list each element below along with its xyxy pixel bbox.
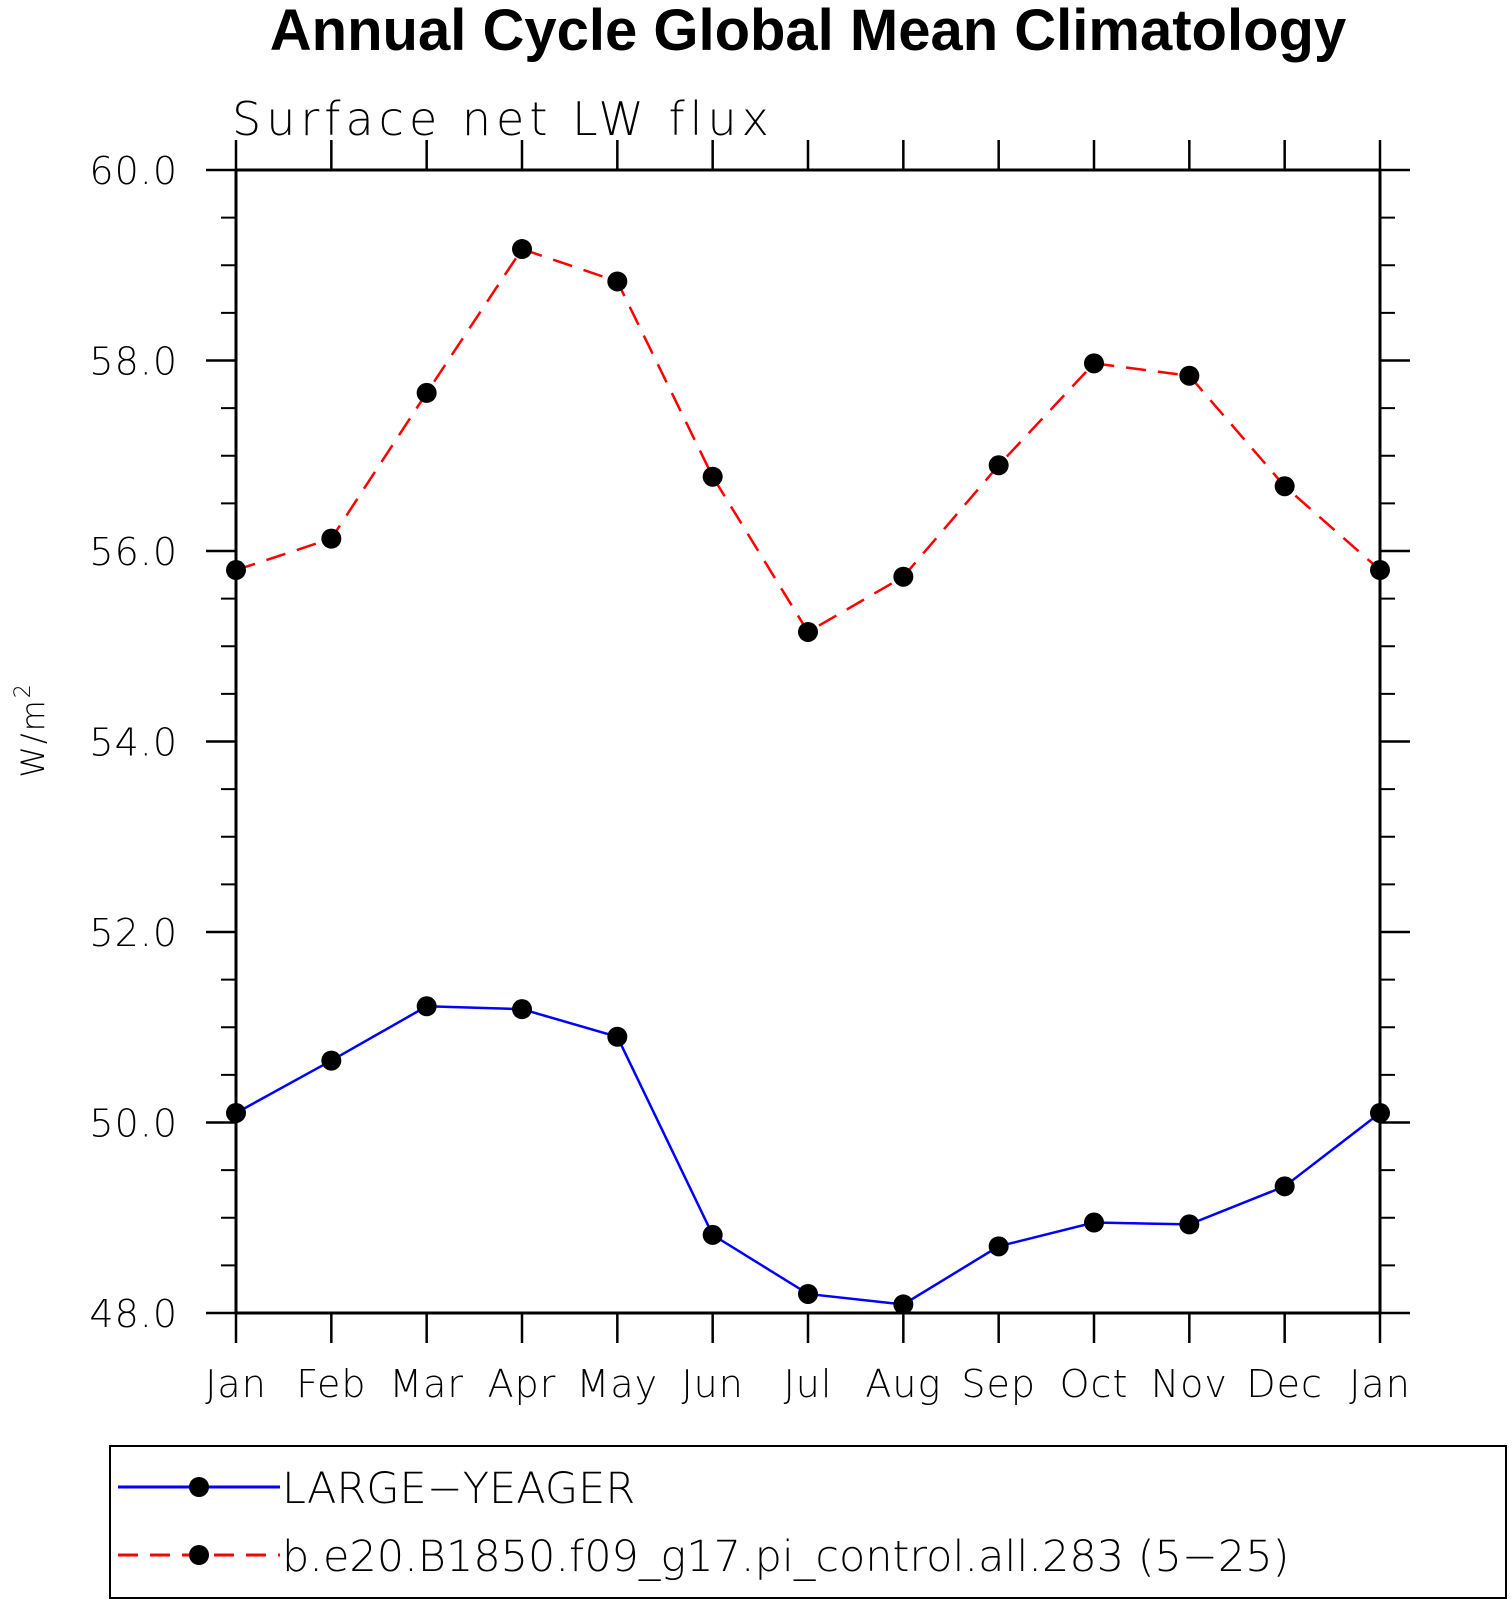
y-tick-label: 60.0 bbox=[89, 149, 178, 193]
series-line-1 bbox=[235, 247, 1381, 634]
y-tick-label: 54.0 bbox=[89, 721, 178, 765]
x-tick-label: May bbox=[577, 1362, 659, 1406]
series-1-point bbox=[512, 239, 532, 260]
axis-ticks: 48.0 50.0 52.0 54.0 56.0 58.0 60.0 Jan Feb Mar Apr… bbox=[89, 140, 1410, 1406]
y-axis-label-main: W/m bbox=[14, 698, 52, 778]
series-0-point bbox=[1179, 1214, 1200, 1235]
legend: LARGE−YEAGER b.e20.B1850.f09_g17.pi_cont… bbox=[109, 1445, 1507, 1599]
series-0-point bbox=[226, 1102, 246, 1123]
series-1-point bbox=[893, 566, 914, 587]
y-tick-label: 48.0 bbox=[89, 1292, 178, 1336]
series-1-point bbox=[798, 621, 818, 642]
series-1-point bbox=[416, 382, 437, 403]
series-layer bbox=[226, 239, 1390, 1315]
series-1-point bbox=[321, 528, 342, 549]
chart-title: Annual Cycle Global Mean Climatology bbox=[270, 0, 1346, 63]
series-0-point bbox=[1370, 1102, 1390, 1123]
x-tick-label: Jan bbox=[205, 1362, 267, 1406]
x-tick-label: Oct bbox=[1060, 1362, 1129, 1406]
series-1-point bbox=[607, 271, 628, 292]
series-1-point bbox=[1179, 365, 1200, 386]
x-tick-label: Feb bbox=[296, 1362, 366, 1406]
y-tick-label: 56.0 bbox=[89, 530, 178, 574]
series-1-point bbox=[1084, 353, 1104, 374]
y-tick-label: 52.0 bbox=[89, 911, 178, 955]
svg-text:W/m2: W/m2 bbox=[11, 682, 52, 778]
y-tick-label: 58.0 bbox=[89, 340, 178, 384]
x-tick-label: Mar bbox=[389, 1362, 464, 1406]
x-tick-label: Aug bbox=[865, 1362, 941, 1406]
series-0-point bbox=[512, 999, 532, 1020]
series-0-point bbox=[988, 1236, 1009, 1257]
x-tick-label: Sep bbox=[961, 1362, 1036, 1406]
x-tick-label: Jun bbox=[681, 1362, 743, 1406]
series-1-point bbox=[702, 466, 723, 487]
y-axis-label-sup: 2 bbox=[11, 682, 36, 698]
legend-box bbox=[109, 1445, 1507, 1599]
series-0-point bbox=[321, 1050, 342, 1071]
x-tick-label: Jan bbox=[1349, 1362, 1411, 1406]
y-axis-label: W/m2 bbox=[11, 682, 52, 778]
x-tick-label: Jul bbox=[784, 1362, 833, 1406]
x-tick-label: Apr bbox=[488, 1362, 557, 1406]
series-1-point bbox=[226, 560, 246, 581]
y-tick-label: 50.0 bbox=[89, 1102, 178, 1146]
plot-frame bbox=[234, 168, 1382, 1315]
x-tick-label: Nov bbox=[1151, 1362, 1228, 1406]
series-line-0 bbox=[235, 1005, 1381, 1306]
series-0-point bbox=[1084, 1212, 1104, 1233]
series-0-point bbox=[893, 1294, 914, 1315]
series-1-point bbox=[988, 455, 1009, 476]
legend-label-0: LARGE−YEAGER bbox=[282, 1464, 635, 1514]
chart-subtitle: Surface net LW flux bbox=[232, 92, 774, 146]
series-0-point bbox=[798, 1283, 818, 1304]
series-0-point bbox=[702, 1224, 723, 1245]
x-tick-label: Dec bbox=[1246, 1362, 1323, 1406]
series-0-point bbox=[607, 1026, 628, 1047]
series-0-point bbox=[416, 996, 437, 1017]
legend-marker-1 bbox=[189, 1545, 209, 1565]
series-1-point bbox=[1274, 476, 1295, 497]
series-1-point bbox=[1370, 560, 1390, 581]
series-0-point bbox=[1274, 1176, 1295, 1197]
legend-marker-0 bbox=[189, 1477, 209, 1497]
legend-label-1: b.e20.B1850.f09_g17.pi_control.all.283 (… bbox=[282, 1532, 1289, 1582]
